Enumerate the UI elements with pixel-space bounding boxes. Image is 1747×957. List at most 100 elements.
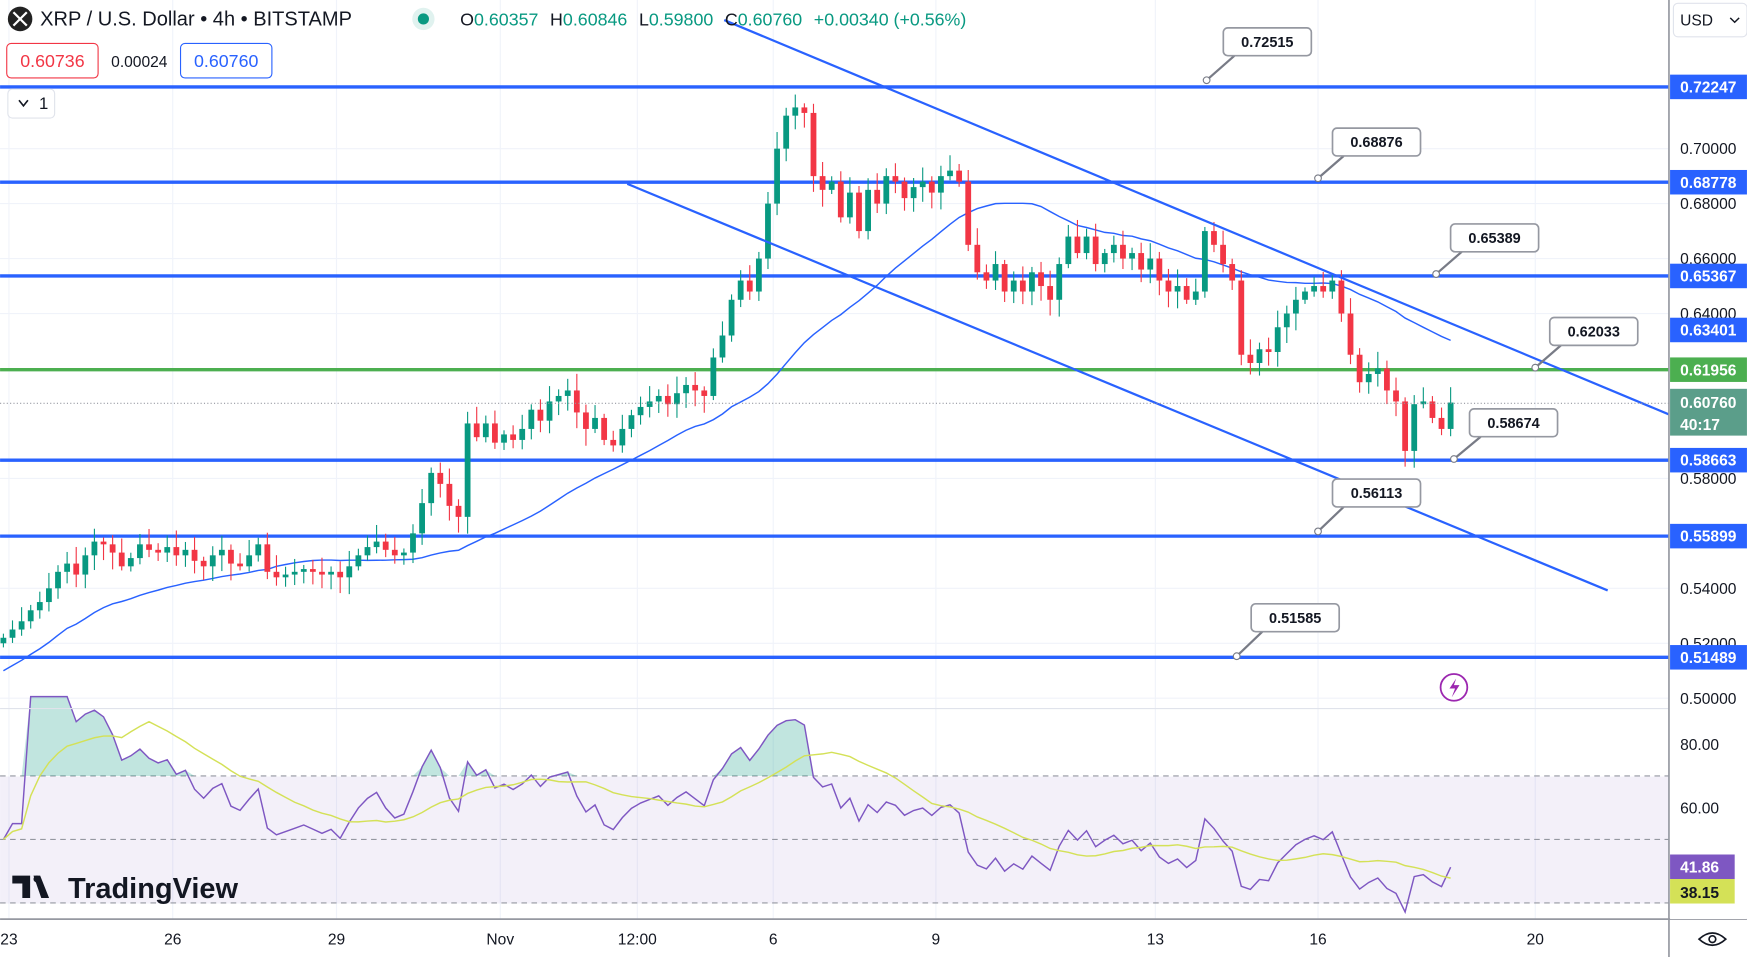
- settings-eye-icon[interactable]: [1697, 932, 1728, 947]
- candle: [1320, 271, 1327, 298]
- candle: [865, 178, 871, 240]
- candle-body: [164, 547, 171, 553]
- price-callout[interactable]: 0.58674: [1450, 408, 1559, 463]
- indicators-toggle-button[interactable]: 1: [7, 88, 56, 119]
- candle: [455, 499, 462, 533]
- candle: [1229, 258, 1236, 290]
- price-callout[interactable]: 0.56113: [1314, 478, 1422, 536]
- candle-body: [1065, 236, 1072, 265]
- candle-body: [300, 569, 307, 572]
- candle-body: [109, 544, 116, 553]
- candle: [109, 535, 116, 570]
- candle: [1374, 351, 1381, 387]
- candle-body: [519, 428, 526, 440]
- candle-body: [956, 170, 963, 182]
- candle-body: [637, 406, 644, 416]
- time-tick-label: 29: [328, 932, 345, 949]
- candle: [947, 155, 953, 181]
- price-callouts[interactable]: 0.72515 0.68876 0.65389 0.62033 0.58674 0.561…: [1202, 27, 1639, 661]
- candle: [1283, 305, 1290, 344]
- tradingview-logo-text: TradingView: [68, 873, 238, 905]
- candle: [619, 414, 626, 453]
- candle: [319, 557, 325, 589]
- time-axis[interactable]: 23 26 29 Nov 12:00 6 9 13 16 20: [0, 932, 1544, 949]
- candle: [209, 546, 216, 582]
- callout-box: [1331, 127, 1422, 157]
- candle-body: [564, 390, 571, 396]
- candle: [555, 389, 562, 416]
- candle-body: [264, 544, 271, 572]
- candle-body: [1238, 280, 1245, 355]
- candle-body: [1438, 417, 1445, 429]
- candle: [883, 168, 890, 215]
- time-tick-label: 16: [1309, 932, 1326, 949]
- trendline-upper[interactable]: [723, 19, 1670, 416]
- candle: [519, 414, 526, 450]
- candle: [18, 607, 25, 636]
- candle: [173, 530, 180, 566]
- low-value: 0.59800: [649, 10, 713, 30]
- candle-body: [865, 189, 871, 232]
- candle: [646, 386, 653, 418]
- candle-body: [55, 571, 61, 589]
- open-key: O: [460, 10, 474, 30]
- trendline-lower[interactable]: [626, 182, 1609, 592]
- horizontal-levels[interactable]: [0, 85, 1669, 659]
- candle-body: [610, 439, 617, 446]
- price-callout[interactable]: 0.68876: [1314, 127, 1422, 183]
- price-callout[interactable]: 0.62033: [1531, 316, 1639, 372]
- candle: [282, 566, 289, 587]
- candle: [710, 348, 717, 401]
- candle-body: [473, 423, 480, 438]
- callout-label: 0.65389: [1468, 231, 1520, 247]
- candle-body: [46, 588, 52, 603]
- candle-body: [728, 299, 735, 336]
- candle-body: [1092, 236, 1099, 265]
- candle: [228, 544, 234, 581]
- countdown-label: 40:17: [1680, 417, 1720, 434]
- candle-body: [628, 415, 635, 429]
- callout-anchor: [1450, 455, 1458, 463]
- currency-selector[interactable]: USD: [1672, 2, 1747, 38]
- candle: [501, 430, 507, 450]
- candle-body: [601, 417, 608, 440]
- candle-body: [655, 395, 662, 402]
- candle: [992, 251, 999, 290]
- level-price-label: 0.68778: [1680, 175, 1737, 192]
- price-callout[interactable]: 0.51585: [1232, 602, 1341, 661]
- ohlc-values: O0.60357 H0.60846 L0.59800 C0.60760 +0.0…: [460, 10, 966, 30]
- candle-body: [683, 384, 689, 394]
- candle-body: [783, 115, 790, 149]
- candle-body: [1374, 368, 1381, 374]
- callout-box: [1250, 602, 1341, 633]
- candle: [956, 164, 963, 187]
- candle: [737, 270, 744, 308]
- price-callout[interactable]: 0.72515: [1202, 27, 1313, 85]
- candle: [1365, 362, 1372, 394]
- level-price-label: 0.72247: [1680, 79, 1736, 96]
- price-callout[interactable]: 0.65389: [1432, 223, 1540, 278]
- tradingview-logo[interactable]: TradingView: [12, 873, 239, 905]
- callout-anchor: [1314, 174, 1322, 183]
- candle: [137, 533, 143, 565]
- candle: [792, 94, 799, 130]
- candle-body: [391, 549, 398, 556]
- candle-body: [1183, 286, 1190, 300]
- candle: [1056, 257, 1063, 317]
- ask-price: 0.60760: [194, 51, 258, 71]
- symbol-title[interactable]: XRP / U.S. Dollar • 4h • BITSTAMP: [40, 9, 352, 31]
- price-tick-label: 0.70000: [1680, 141, 1737, 158]
- candle-body: [892, 176, 899, 182]
- buy-button[interactable]: 0.60760: [179, 42, 273, 79]
- candle-body: [1120, 244, 1126, 259]
- candle: [765, 191, 771, 270]
- candle: [564, 378, 571, 411]
- alert-bolt-icon[interactable]: [1439, 673, 1469, 702]
- sell-button[interactable]: 0.60736: [6, 42, 99, 79]
- candle: [1265, 337, 1272, 366]
- candle-body: [1402, 401, 1409, 451]
- chevron-down-icon: [1729, 17, 1740, 24]
- callout-pointer: [1317, 155, 1345, 180]
- candle-body: [1165, 280, 1172, 292]
